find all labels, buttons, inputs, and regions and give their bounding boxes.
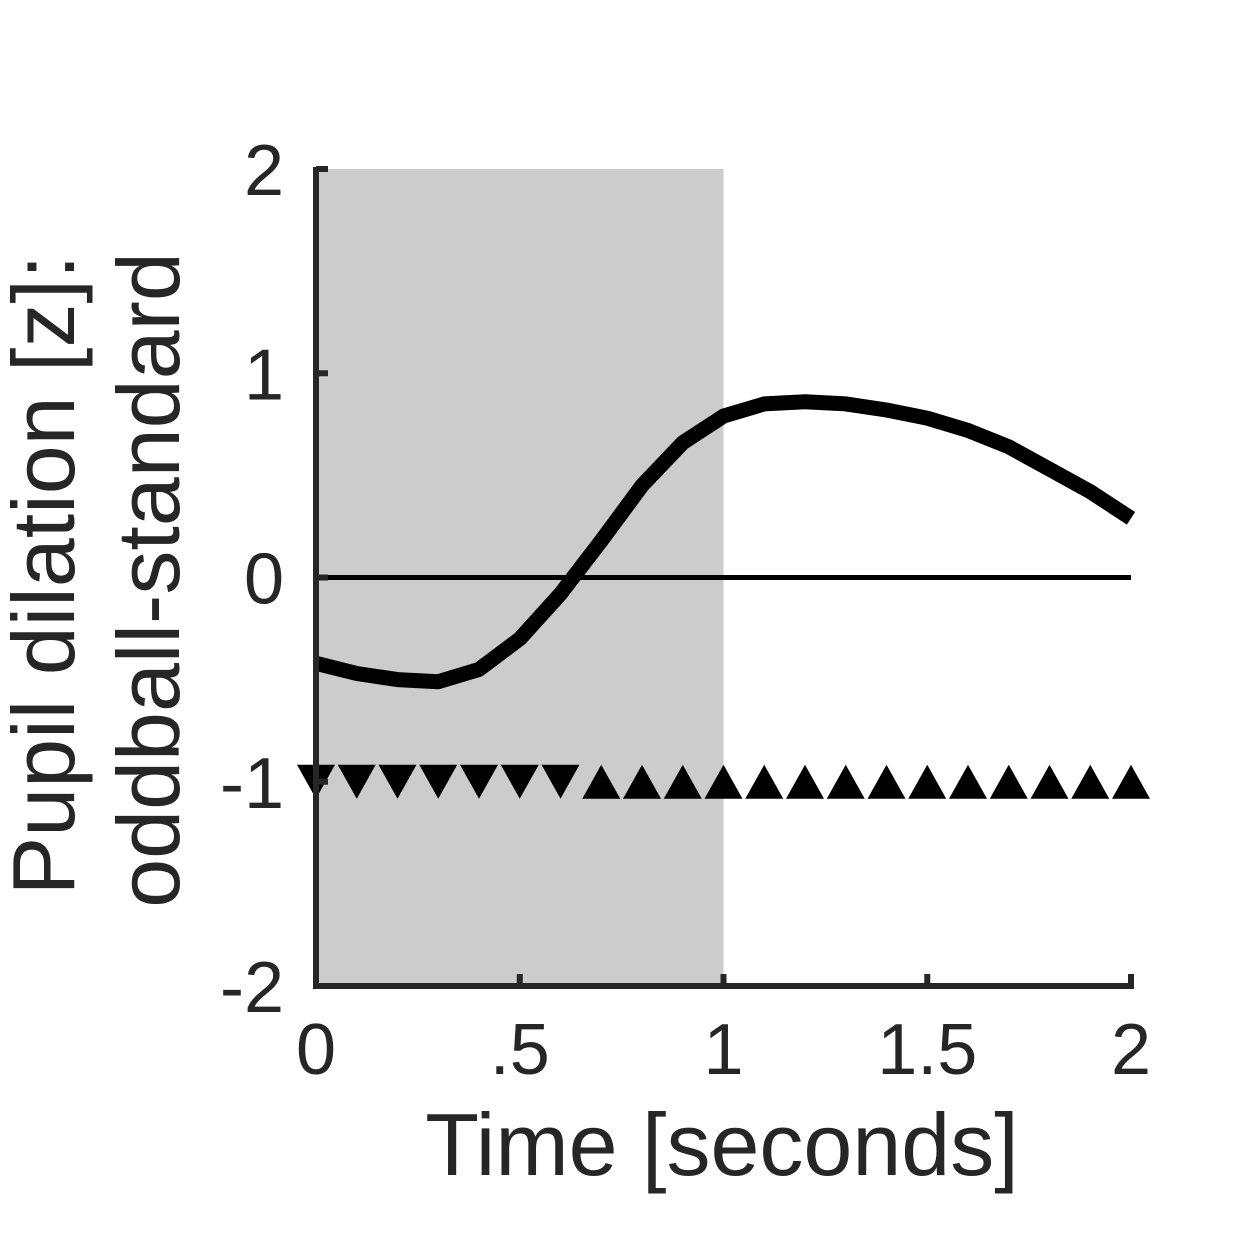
axes: [313, 166, 1134, 989]
down-triangle-marker-3: [419, 764, 458, 799]
x-tick-label-1: .5: [490, 1010, 550, 1090]
y-tick-label-3: 1: [244, 335, 284, 415]
down-triangle-marker-1: [337, 764, 376, 799]
x-tick-label-2: 1: [703, 1010, 743, 1090]
down-triangle-marker-6: [541, 764, 580, 799]
up-triangle-marker-11: [1030, 764, 1069, 799]
y-tick-label-2: 0: [244, 540, 284, 620]
series-line-0: [314, 394, 1136, 690]
up-triangle-marker-2: [663, 764, 702, 799]
up-triangle-marker-9: [949, 764, 987, 799]
y-axis-label-line2: oddball-standard: [99, 252, 198, 908]
up-triangle-marker-8: [908, 764, 947, 799]
up-triangle-marker-1: [623, 764, 661, 799]
up-triangle-marker-4: [745, 764, 784, 799]
up-triangle-marker-13: [1112, 764, 1150, 799]
down-triangle-marker-5: [500, 764, 539, 799]
down-triangle-marker-4: [460, 764, 498, 799]
y-axis-label-line1: Pupil dilation [z]:: [0, 255, 93, 896]
up-triangle-marker-6: [826, 764, 865, 799]
x-tick-label-4: 2: [1111, 1010, 1151, 1090]
plot-area: [297, 169, 1150, 986]
y-tick-label-0: -2: [220, 948, 284, 1028]
y-tick-label-1: -1: [220, 744, 284, 824]
up-triangle-marker-3: [704, 764, 743, 799]
up-triangle-marker-0: [582, 764, 621, 799]
x-tick-label-0: 0: [296, 1010, 336, 1090]
tick-labels: -2 -1 0 1 2 0 .5 1 1.5 2: [220, 131, 1151, 1090]
up-triangle-marker-7: [867, 764, 906, 799]
x-tick-label-3: 1.5: [877, 1010, 977, 1090]
x-axis-label: Time [seconds]: [425, 1095, 1018, 1194]
y-tick-label-4: 2: [244, 131, 284, 211]
up-triangle-marker-5: [786, 764, 824, 799]
up-triangle-marker-10: [989, 764, 1028, 799]
down-triangle-marker-2: [378, 764, 417, 799]
up-triangle-marker-12: [1071, 764, 1110, 799]
